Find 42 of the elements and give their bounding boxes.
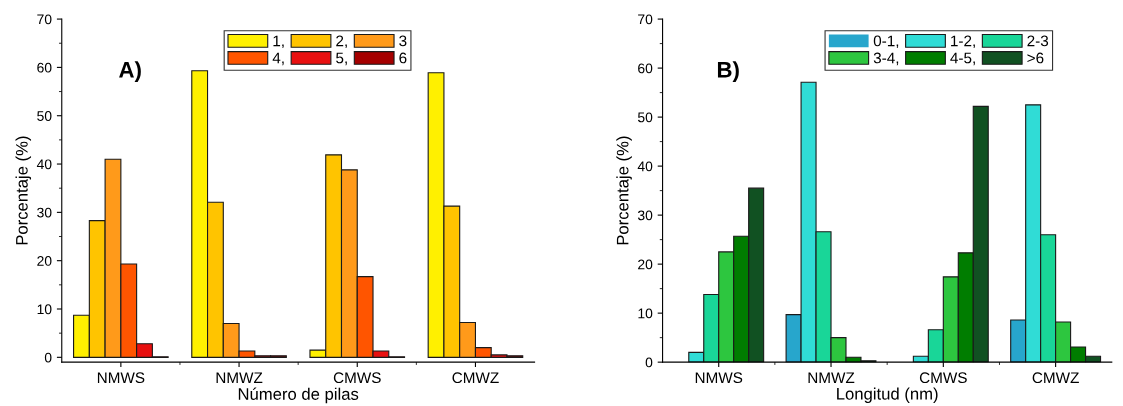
text: B): [717, 61, 739, 83]
y-tick-label: 70: [37, 14, 52, 25]
legend-label: 2-3: [1027, 35, 1049, 47]
y-tick-label: 60: [638, 63, 653, 74]
y-tick-label: 10: [638, 308, 653, 319]
y-tick-label: 0: [645, 357, 653, 368]
legend-label: 4,: [272, 52, 284, 66]
x-tick-label: CMWS: [333, 372, 381, 384]
x-tick-label: NMWZ: [808, 372, 855, 383]
legend-label: 6: [399, 52, 407, 64]
x-tick-label: NMWZ: [216, 372, 263, 383]
text: A): [119, 61, 141, 83]
legend-label: >6: [1027, 52, 1044, 64]
x-axis-title: Número de pilas: [238, 387, 359, 404]
legend-label: 1-2,: [951, 35, 975, 49]
legend-label: 1,: [273, 35, 284, 49]
y-tick-label: 30: [637, 210, 653, 221]
y-tick-label: 70: [638, 14, 653, 25]
y-tick-label: 50: [37, 111, 52, 121]
x-tick-label: NMWS: [695, 372, 743, 384]
legend-label: 2,: [336, 35, 347, 49]
x-tick-label: CMWZ: [452, 372, 499, 384]
y-tick-label: 10: [37, 304, 52, 315]
y-tick-label: 20: [37, 256, 52, 266]
legend-label: 3-4,: [873, 52, 899, 66]
y-tick-label: 50: [637, 112, 653, 123]
x-axis-title: Longitud (nm): [837, 387, 938, 404]
y-tick-label: 20: [638, 259, 653, 270]
y-tick-label: 30: [37, 207, 52, 218]
legend-label: 0-1,: [873, 35, 899, 49]
y-axis-title: Porcentaje (%): [616, 136, 632, 245]
y-tick-label: 40: [36, 159, 52, 170]
y-tick-label: 40: [637, 161, 653, 172]
legend-label: 3: [399, 35, 407, 47]
legend-label: 4-5,: [950, 52, 975, 66]
y-axis-title: Porcentaje (%): [15, 136, 32, 245]
x-tick-label: CMWS: [919, 372, 967, 384]
legend-label: 5,: [336, 52, 347, 66]
x-tick-label: NMWS: [97, 372, 145, 384]
x-tick-label: CMWZ: [1032, 372, 1079, 384]
y-tick-label: 60: [37, 62, 52, 73]
y-tick-label: 0: [44, 352, 52, 363]
